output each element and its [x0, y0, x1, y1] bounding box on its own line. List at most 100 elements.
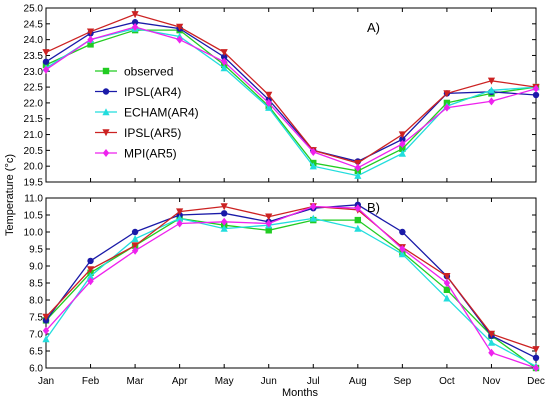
x-tick-label: Dec [527, 376, 545, 387]
data-point [265, 227, 272, 234]
data-point [398, 131, 406, 139]
series-ipsl-ar4 [42, 19, 540, 165]
y-tick-label: 7.0 [29, 330, 43, 341]
series-line [45, 217, 537, 369]
y-tick-label: 22.0 [24, 98, 44, 109]
x-tick-label: Nov [483, 376, 501, 387]
data-point [487, 338, 496, 346]
data-point [399, 145, 406, 152]
data-point [265, 98, 272, 107]
legend: observed IPSL(AR4) ECHAM(AR4) IPSL(AR5) MPI(… [95, 65, 199, 161]
data-point [220, 57, 228, 66]
data-point [220, 210, 228, 217]
y-tick-label: 20.0 [24, 162, 44, 173]
data-point [532, 84, 540, 93]
series-observed [42, 26, 540, 175]
series-line [45, 26, 537, 169]
data-point [220, 203, 228, 211]
legend-label: IPSL(AR5) [124, 126, 181, 140]
series-line [45, 27, 537, 177]
data-point [220, 217, 228, 226]
data-point [131, 235, 139, 242]
data-point [86, 272, 95, 280]
y-tick-label: 24.5 [24, 19, 44, 30]
legend-marker [102, 88, 110, 95]
series-line [45, 204, 537, 359]
data-point [354, 163, 362, 172]
y-tick-label: 9.0 [29, 262, 43, 273]
series-line [45, 205, 537, 350]
data-point [443, 90, 451, 98]
x-tick-label: Jul [307, 376, 320, 387]
data-point [87, 35, 94, 44]
data-point [220, 224, 228, 232]
data-point [87, 277, 94, 286]
legend-label: ECHAM(AR4) [124, 106, 199, 120]
data-point [86, 28, 95, 36]
x-tick-label: Oct [439, 376, 455, 387]
data-point [220, 64, 228, 72]
data-point [176, 23, 184, 31]
data-point [265, 91, 273, 99]
series-line [45, 205, 537, 369]
y-tick-label: 8.0 [29, 296, 43, 307]
data-point [131, 246, 139, 255]
data-point [443, 273, 451, 280]
data-point [399, 136, 406, 143]
data-point [443, 286, 451, 293]
y-tick-label: 6.0 [29, 364, 43, 375]
data-point [265, 213, 273, 221]
data-point [176, 35, 183, 44]
data-point [42, 49, 50, 57]
x-tick-label: Mar [126, 376, 144, 387]
data-point [265, 219, 272, 228]
series-mpi-ar5 [42, 202, 540, 372]
legend-marker [102, 67, 110, 75]
data-point [309, 162, 317, 170]
legend-label: MPI(AR5) [124, 147, 177, 161]
legend-label: observed [124, 65, 173, 79]
panel-label: B) [367, 200, 380, 215]
data-point [398, 149, 406, 157]
data-point [87, 41, 94, 48]
series-line [45, 217, 537, 367]
data-point [42, 58, 50, 65]
data-point [131, 22, 139, 31]
y-tick-label: 19.5 [24, 178, 44, 189]
series-echam-ar4 [42, 214, 540, 370]
data-point [310, 147, 317, 156]
plot-frame [45, 197, 537, 369]
y-tick-label: 6.5 [29, 347, 43, 358]
data-point [131, 11, 139, 19]
y-tick-label: 10.0 [24, 228, 44, 239]
data-point [42, 326, 50, 335]
y-tick-label: 7.5 [29, 313, 43, 324]
data-point [354, 204, 362, 213]
x-tick-label: Apr [172, 376, 188, 387]
panel-b: 6.0 6.5 7.0 7.5 8.0 8.5 9.0 9.5 10.0 10.5 11.0 B) [24, 194, 540, 375]
data-point [86, 266, 95, 274]
y-tick-label: 10.5 [24, 211, 44, 222]
y-tick-label: 9.5 [29, 245, 43, 256]
data-point [399, 228, 406, 236]
data-point [532, 346, 540, 354]
data-point [354, 216, 362, 224]
data-point [532, 91, 540, 99]
y-tick-label: 20.5 [24, 146, 44, 157]
data-point [488, 97, 495, 106]
series-line [45, 29, 537, 172]
data-point [309, 214, 317, 222]
data-point [131, 228, 139, 236]
legend-item-echam-ar4: ECHAM(AR4) [95, 106, 199, 120]
data-point [42, 335, 50, 343]
data-point [399, 140, 406, 149]
data-point [42, 65, 50, 74]
y-tick-label: 11.0 [24, 194, 43, 205]
legend-marker [102, 129, 110, 137]
legend-marker [102, 149, 110, 157]
legend-item-ipsl-ar4: IPSL(AR4) [95, 85, 181, 99]
data-point [220, 53, 228, 61]
data-point [87, 257, 94, 265]
x-tick-label: May [215, 376, 234, 387]
x-tick-label: Jan [38, 376, 54, 387]
